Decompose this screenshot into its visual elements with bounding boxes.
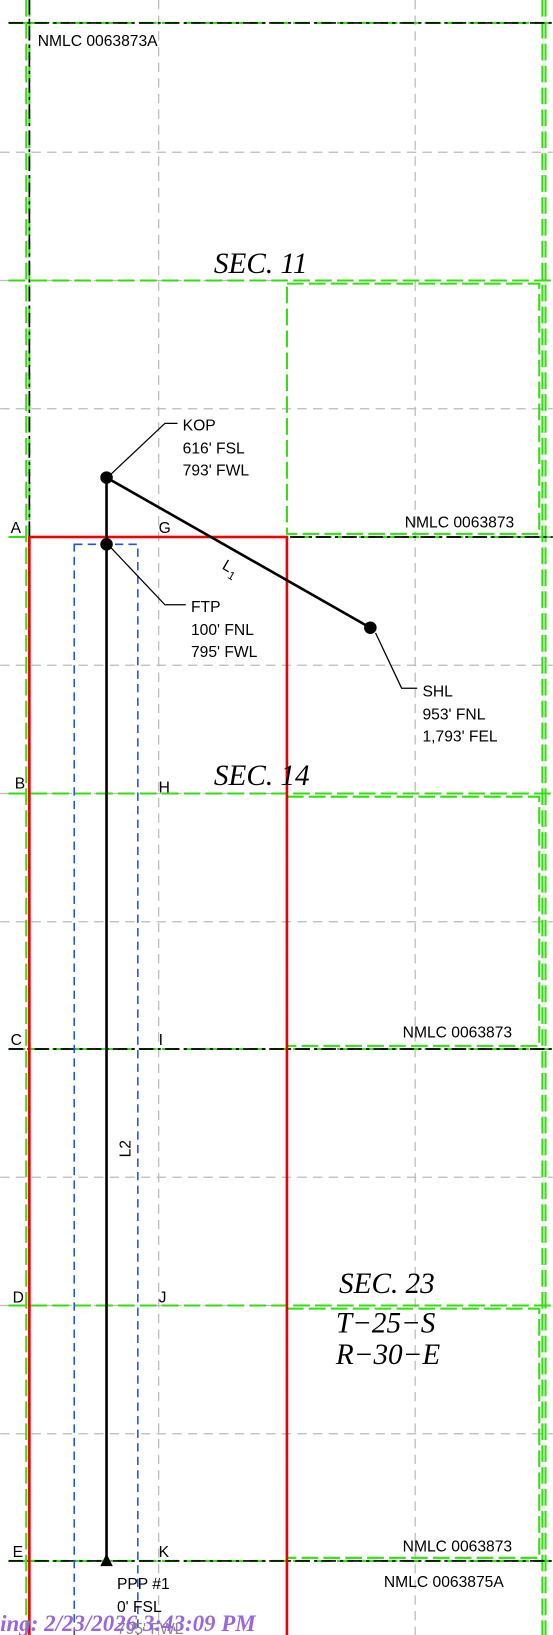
shl-dot — [364, 621, 377, 634]
point-name: SHL — [422, 684, 453, 701]
point-line: 100' FNL — [191, 622, 254, 639]
labels: NMLC 0063873A NMLC 0063873 NMLC 0063873 … — [0, 33, 514, 1635]
line-label-sub: 1 — [225, 570, 237, 584]
lease: NMLC 0063873 — [403, 1025, 512, 1042]
green-vlines — [25, 0, 547, 1635]
section-lines — [8, 0, 553, 1635]
line-label: L2 — [118, 1140, 135, 1157]
corner: A — [11, 520, 22, 537]
point-line: 953' FNL — [422, 706, 485, 723]
corner: K — [159, 1544, 170, 1561]
corner: J — [159, 1289, 167, 1306]
lease: NMLC 0063873 — [405, 515, 514, 532]
wellbore — [100, 422, 418, 1567]
point-line: 1,793' FEL — [422, 728, 497, 745]
lease: NMLC 0063873A — [38, 33, 158, 50]
corner: E — [13, 1544, 23, 1561]
section: SEC. 23 — [339, 1268, 435, 1300]
well-path — [105, 475, 371, 1561]
township: T−25−S — [336, 1308, 436, 1340]
kop-dot — [100, 471, 113, 484]
point-line: 0' FSL — [117, 1599, 162, 1616]
point-line: 616' FSL — [183, 441, 245, 458]
watermark: ing: 2/23/2026 3:43:09 PM — [0, 1611, 257, 1635]
corner: D — [13, 1289, 24, 1306]
section: SEC. 14 — [214, 760, 310, 792]
corner: B — [15, 775, 25, 792]
corner: G — [159, 520, 171, 537]
point-line: 795' FWL — [117, 1621, 184, 1635]
ppp-marker — [100, 1553, 113, 1567]
point-name: FTP — [191, 599, 221, 616]
section: SEC. 11 — [214, 248, 308, 280]
point-name: PPP #1 — [117, 1576, 170, 1593]
corner: C — [11, 1032, 22, 1049]
point-line: 795' FWL — [191, 644, 258, 661]
leaders — [110, 422, 418, 689]
project-area — [28, 535, 289, 1635]
ftp-dot — [100, 538, 113, 551]
point-name: KOP — [183, 418, 216, 435]
range: R−30−E — [335, 1339, 440, 1371]
corner: H — [159, 779, 170, 796]
l1-label: L 1 — [219, 557, 237, 584]
lease: NMLC 0063873 — [403, 1539, 512, 1556]
boundaries — [8, 0, 553, 1635]
corner: I — [159, 1032, 163, 1049]
point-line: 793' FWL — [183, 462, 250, 479]
lease: NMLC 0063875A — [384, 1574, 504, 1591]
